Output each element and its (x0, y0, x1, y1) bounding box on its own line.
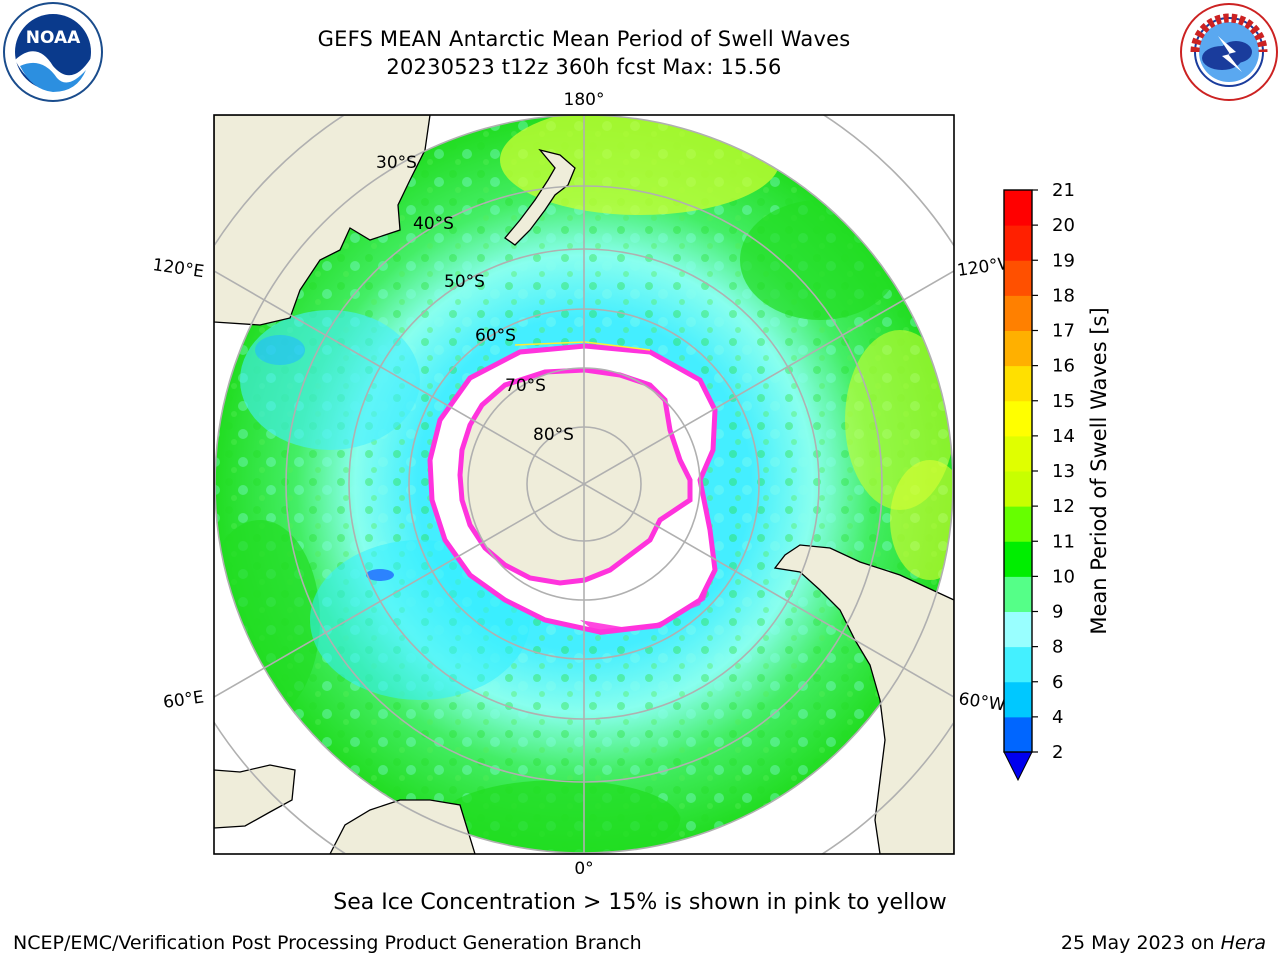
graticule (214, 115, 954, 854)
colorbar-label: Mean Period of Swell Waves [s] (1087, 307, 1111, 634)
colorbar-tick-label: 12 (1052, 496, 1075, 517)
colorbar-segment (1004, 365, 1032, 402)
lon-label-180: 180° (564, 90, 605, 110)
lat-label-30s: 30°S (376, 153, 417, 173)
colorbar-tick-label: 17 (1052, 321, 1075, 342)
colorbar-segment (1004, 330, 1032, 367)
noaa-logo: NOAA (3, 2, 103, 102)
map-title: GEFS MEAN Antarctic Mean Period of Swell… (317, 27, 851, 51)
date-text: 25 May 2023 on (1060, 932, 1221, 954)
land-masses (214, 115, 954, 854)
colorbar-tick-label: 9 (1052, 602, 1063, 623)
colorbar-tick-label: 11 (1052, 531, 1075, 552)
colorbar-tick-label: 6 (1052, 672, 1063, 693)
colorbar-segment (1004, 400, 1032, 437)
lat-label-40s: 40°S (413, 214, 454, 234)
colorbar-segment (1004, 646, 1032, 683)
colorbar-segment (1004, 295, 1032, 331)
colorbar-tick-label: 14 (1052, 426, 1075, 447)
colorbar-segment (1004, 681, 1032, 718)
colorbar-segment (1004, 541, 1032, 577)
colorbar-tick-label: 21 (1052, 180, 1075, 201)
colorbar-tick-label: 10 (1052, 566, 1075, 587)
credit-line: NCEP/EMC/Verification Post Processing Pr… (13, 932, 642, 954)
lat-label-60s: 60°S (475, 326, 516, 346)
colorbar-segment (1004, 576, 1032, 612)
colorbar-segment (1004, 506, 1032, 542)
map-subtitle: 20230523 t12z 360h fcst Max: 15.56 (386, 55, 782, 79)
colorbar-segment (1004, 225, 1032, 261)
lon-label-60e: 60°E (162, 687, 205, 712)
noaa-logo-text: NOAA (26, 28, 81, 48)
colorbar-tick-label: 15 (1052, 391, 1075, 412)
lat-label-70s: 70°S (505, 376, 546, 396)
colorbar-tick-label: 8 (1052, 637, 1063, 658)
colorbar-tick-label: 13 (1052, 461, 1075, 482)
colorbar-segment (1004, 716, 1032, 753)
colorbar-under-arrow (1003, 751, 1033, 782)
lat-label-50s: 50°S (444, 272, 485, 292)
lon-label-60w: 60°W (957, 689, 1006, 715)
colorbar-tick-label: 2 (1052, 742, 1063, 763)
lat-label-80s: 80°S (533, 425, 574, 445)
colorbar-tick-label: 20 (1052, 215, 1075, 236)
colorbar-segment (1004, 260, 1032, 296)
sea-ice-band (427, 341, 718, 635)
colorbar-tick-label: 19 (1052, 250, 1075, 271)
colorbar-segment (1004, 435, 1032, 472)
map-frame (213, 114, 955, 855)
colorbar-tick-label: 4 (1052, 707, 1063, 728)
date-line: 25 May 2023 on Hera (1061, 932, 1266, 954)
colorbar-tick-label: 18 (1052, 285, 1075, 306)
lon-label-0: 0° (574, 859, 593, 879)
colorbar-segment (1004, 471, 1032, 507)
colorbar-segment (1004, 611, 1032, 648)
colorbar-tick-label: 16 (1052, 356, 1075, 377)
sea-ice-note: Sea Ice Concentration > 15% is shown in … (333, 890, 947, 915)
machine-name: Hera (1220, 932, 1266, 954)
nws-logo (1180, 3, 1278, 101)
colorbar: 2 4 6 8 9 10 11 12 13 14 15 16 17 18 19 20 21 (1003, 180, 1075, 782)
colorbar-segment (1004, 190, 1032, 226)
lon-label-120e: 120°E (151, 255, 205, 282)
